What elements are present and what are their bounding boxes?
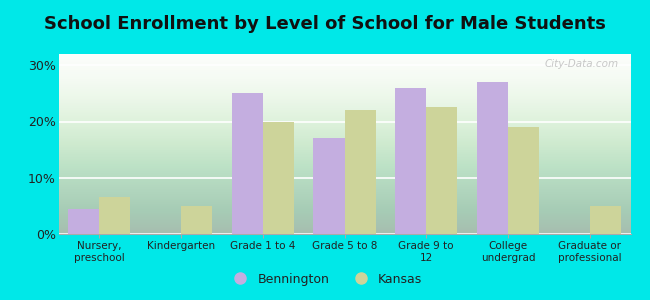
Text: School Enrollment by Level of School for Male Students: School Enrollment by Level of School for…	[44, 15, 606, 33]
Bar	[263, 122, 294, 234]
Bar	[344, 110, 376, 234]
Bar	[68, 209, 99, 234]
Bar	[181, 206, 212, 234]
Text: City-Data.com: City-Data.com	[545, 59, 619, 69]
Bar	[508, 127, 539, 234]
Bar	[232, 93, 263, 234]
Legend: Bennington, Kansas: Bennington, Kansas	[222, 268, 428, 291]
Bar	[426, 107, 457, 234]
Bar	[99, 197, 131, 234]
Bar	[395, 88, 426, 234]
Bar	[590, 206, 621, 234]
Bar	[477, 82, 508, 234]
Bar	[313, 138, 345, 234]
